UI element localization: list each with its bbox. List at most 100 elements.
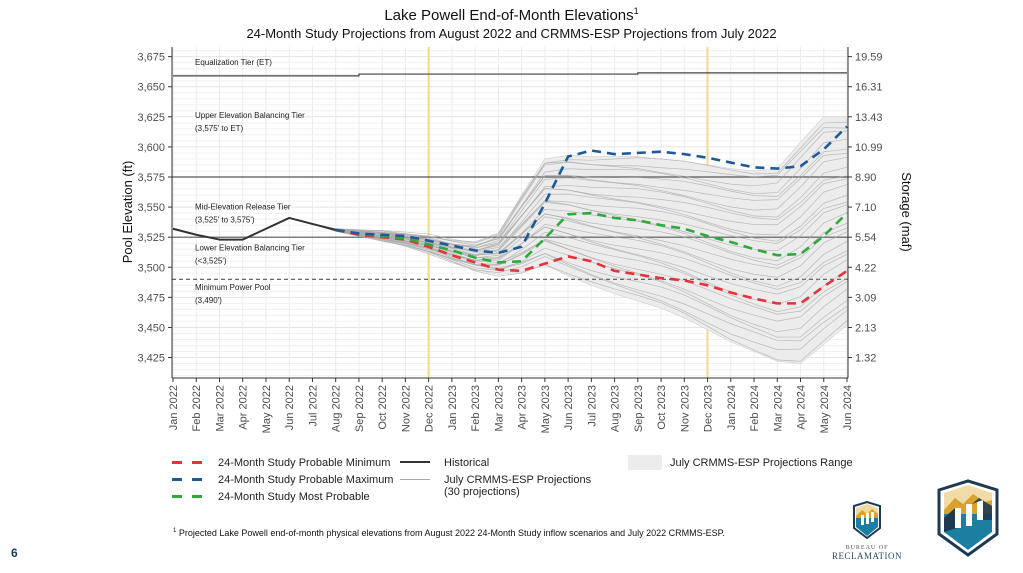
tier-annotation-title: Minimum Power Pool <box>195 283 271 292</box>
legend-label-max: 24-Month Study Probable Maximum <box>218 474 394 486</box>
x-tick-label: Jan 2023 <box>447 385 459 430</box>
y2-tick-label: 1.32 <box>855 353 876 365</box>
y-tick-label: 3,500 <box>137 262 165 274</box>
y2-axis-title: Storage (maf) <box>899 172 914 251</box>
logo-text-bureau: BUREAU OF <box>845 545 889 551</box>
y-tick-label: 3,425 <box>137 353 165 365</box>
x-tick-label: Mar 2024 <box>772 385 784 431</box>
footnote: 1 Projected Lake Powell end-of-month phy… <box>173 528 725 538</box>
x-tick-label: Jan 2022 <box>168 385 180 430</box>
most-probable-line <box>335 211 848 264</box>
x-tick-label: May 2022 <box>261 385 273 433</box>
reclamation-shield-small-icon <box>853 500 881 540</box>
y2-tick-label: 10.99 <box>855 142 883 154</box>
x-tick-label: Aug 2022 <box>331 385 343 432</box>
x-tick-label: Feb 2024 <box>749 385 761 431</box>
tier-annotation-title: Mid-Elevation Release Tier <box>195 202 291 211</box>
legend-item-range: July CRMMS-ESP Projections Range <box>628 455 853 474</box>
equalization-tier-line <box>173 72 847 77</box>
legend-swatch-historical <box>400 457 436 467</box>
tier-annotation-title: Lower Elevation Balancing Tier <box>195 243 305 252</box>
y-tick-label: 3,650 <box>137 82 165 94</box>
legend-right: July CRMMS-ESP Projections Range <box>628 455 853 474</box>
y2-tick-label: 13.43 <box>855 112 883 124</box>
x-tick-label: Dec 2022 <box>424 385 436 432</box>
x-tick-label: Jan 2024 <box>726 385 738 430</box>
y-tick-label: 3,450 <box>137 322 165 334</box>
x-tick-label: Jul 2023 <box>586 385 598 427</box>
chart-subtitle: 24-Month Study Projections from August 2… <box>246 26 777 41</box>
ensemble-trace <box>312 121 848 244</box>
x-tick-label: Nov 2023 <box>679 385 691 432</box>
y2-tick-label: 5.54 <box>855 232 876 244</box>
legend-label-ensemble-line1: July CRMMS-ESP Projections <box>444 474 592 486</box>
legend-middle: Historical July CRMMS-ESP Projections (30… <box>400 457 591 502</box>
legend-left: 24-Month Study Probable Minimum 24-Month… <box>172 457 393 508</box>
x-tick-label: Sep 2022 <box>354 385 366 432</box>
y2-tick-label: 2.13 <box>855 322 876 334</box>
legend-swatch-ensemble <box>400 474 436 484</box>
series-lines <box>172 125 848 305</box>
legend-swatch-most <box>172 491 208 501</box>
ensemble-lines <box>312 121 848 362</box>
ensemble-trace <box>312 223 848 362</box>
y2-tick-label: 16.31 <box>855 82 883 94</box>
tier-annotation-range: (<3,525') <box>195 256 227 265</box>
chart-title: Lake Powell End-of-Month Elevations1 <box>0 6 1023 24</box>
legend-item-most: 24-Month Study Most Probable <box>172 491 393 508</box>
y-tick-label: 3,575 <box>137 172 165 184</box>
ensemble-trace <box>312 223 848 295</box>
logo-text-reclamation: RECLAMATION <box>832 551 902 561</box>
legend-label-ensemble-line2: (30 projections) <box>444 486 520 498</box>
x-tick-label: Feb 2023 <box>470 385 482 431</box>
axes: 3,425 3,450 3,475 3,500 3,525 3,550 3,575 3,600… <box>137 47 883 433</box>
x-tick-label: Nov 2022 <box>400 385 412 432</box>
legend-label-ensemble: July CRMMS-ESP Projections (30 projection… <box>444 474 591 498</box>
legend-label-historical: Historical <box>444 457 490 469</box>
historical-line <box>172 216 336 241</box>
legend-item-historical: Historical <box>400 457 591 474</box>
legend-swatch-min <box>172 457 208 467</box>
y-tick-label: 3,625 <box>137 112 165 124</box>
tier-annotation-range: (3,525' to 3,575') <box>195 215 255 224</box>
x-tick-label: Dec 2023 <box>703 385 715 432</box>
legend-item-max: 24-Month Study Probable Maximum <box>172 474 393 491</box>
x-tick-label: Mar 2022 <box>214 385 226 431</box>
ensemble-trace <box>312 148 848 246</box>
y-tick-label: 3,675 <box>137 52 165 64</box>
x-tick-label: Mar 2023 <box>493 385 505 431</box>
tier-annotation-range: (3,575' to ET) <box>195 124 244 133</box>
page-number: 6 <box>11 546 18 560</box>
x-tick-label: Oct 2023 <box>656 385 668 430</box>
x-tick-label: May 2024 <box>819 385 831 433</box>
x-tick-label: Apr 2023 <box>517 385 529 430</box>
y-tick-label: 3,475 <box>137 292 165 304</box>
y2-tick-label: 3.09 <box>855 292 876 304</box>
x-tick-label: Apr 2024 <box>796 385 808 430</box>
footnote-text: Projected Lake Powell end-of-month physi… <box>178 528 725 538</box>
y2-tick-label: 19.59 <box>855 52 883 64</box>
reclamation-shield-large-icon <box>937 479 999 557</box>
y2-tick-label: 4.22 <box>855 262 876 274</box>
title-footnote-marker: 1 <box>633 6 639 16</box>
tier-annotation-range: (3,490') <box>195 296 222 305</box>
y-axis-title: Pool Elevation (ft) <box>120 161 135 264</box>
ensemble-trace <box>312 223 848 333</box>
ensemble-trace <box>312 213 848 269</box>
x-tick-label: Sep 2023 <box>633 385 645 432</box>
x-tick-label: Feb 2022 <box>191 385 203 431</box>
tier-annotation-title: Equalization Tier (ET) <box>195 58 272 67</box>
x-tick-label: Jun 2023 <box>563 385 575 430</box>
legend-label-most: 24-Month Study Most Probable <box>218 491 370 503</box>
x-tick-label: Jun 2024 <box>842 385 854 430</box>
y2-tick-label: 8.90 <box>855 172 876 184</box>
ensemble-trace <box>312 223 848 322</box>
tier-annotation-title: Upper Elevation Balancing Tier <box>195 111 305 120</box>
y-tick-label: 3,600 <box>137 142 165 154</box>
y2-tick-label: 7.10 <box>855 202 876 214</box>
ensemble-trace <box>312 138 848 249</box>
legend-swatch-max <box>172 474 208 484</box>
probable-minimum-line <box>335 228 848 305</box>
reference-lines <box>172 72 848 280</box>
